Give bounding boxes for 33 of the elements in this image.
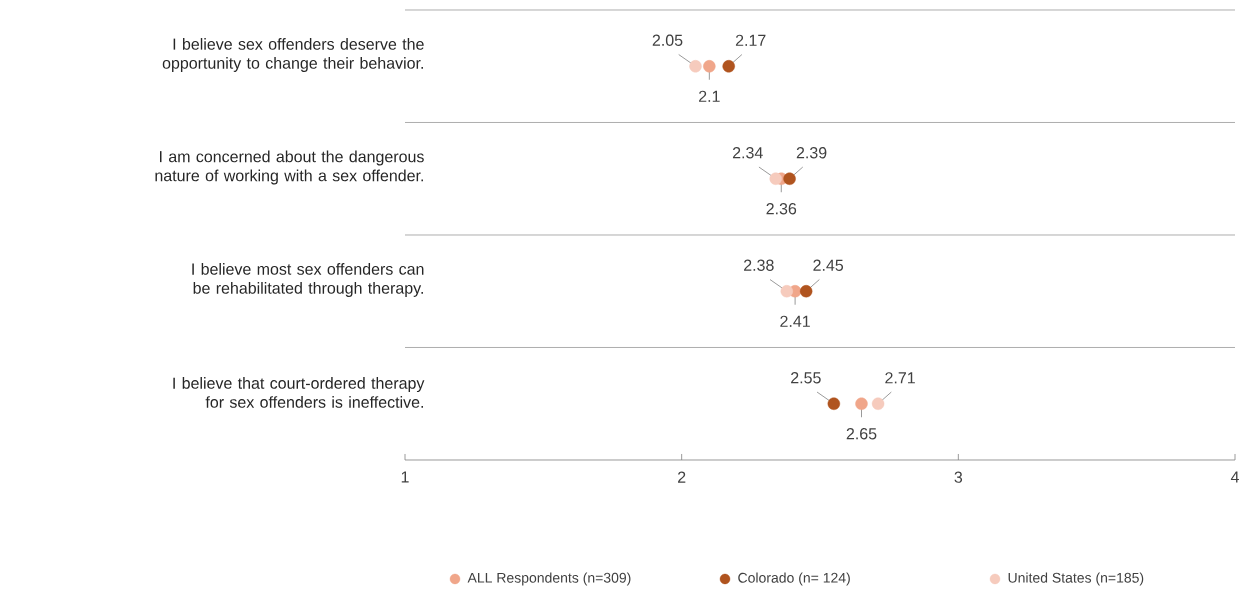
data-label: 2.55: [791, 372, 821, 384]
data-label: 2.65: [846, 428, 877, 440]
data-label: 2.17: [735, 34, 766, 46]
legend-label: ALL Respondents (n=309): [467, 572, 631, 586]
point: [722, 60, 735, 73]
y-tick-label: I believe sex offenders deserve the opportunity to change their behavior.: [162, 38, 424, 72]
point: [769, 172, 782, 185]
y-tick-label: I believe that court-ordered therapy for sex offenders is ineffective.: [173, 377, 425, 408]
point: [799, 285, 813, 298]
point: [871, 397, 885, 410]
data-label: 2.1: [699, 90, 720, 102]
legend-label: Colorado (n= 124): [738, 572, 850, 586]
point: [783, 172, 796, 185]
x-tick-label: 1: [401, 471, 409, 483]
x-tick-label: 3: [954, 471, 963, 483]
point: [855, 397, 868, 410]
x-tick-label: 2: [678, 471, 686, 483]
data-label: 2.34: [732, 147, 763, 159]
point: [780, 285, 793, 298]
y-tick-label: I am concerned about the dangerous nature of working with a sex offender.: [155, 150, 424, 185]
data-label: 2.71: [885, 372, 915, 384]
legend-label: United States (n=185): [1008, 572, 1144, 586]
data-label: 2.38: [744, 259, 774, 271]
point: [703, 60, 716, 73]
point: [827, 397, 841, 410]
data-label: 2.41: [780, 315, 810, 327]
data-label: 2.36: [766, 203, 797, 215]
data-label: 2.05: [652, 34, 683, 46]
point: [689, 60, 702, 73]
data-label: 2.39: [796, 147, 827, 159]
y-tick-label: I believe most sex offenders can be rehabilitated through therapy.: [192, 263, 424, 297]
x-tick-label: 4: [1230, 471, 1239, 483]
data-label: 2.45: [813, 259, 844, 271]
